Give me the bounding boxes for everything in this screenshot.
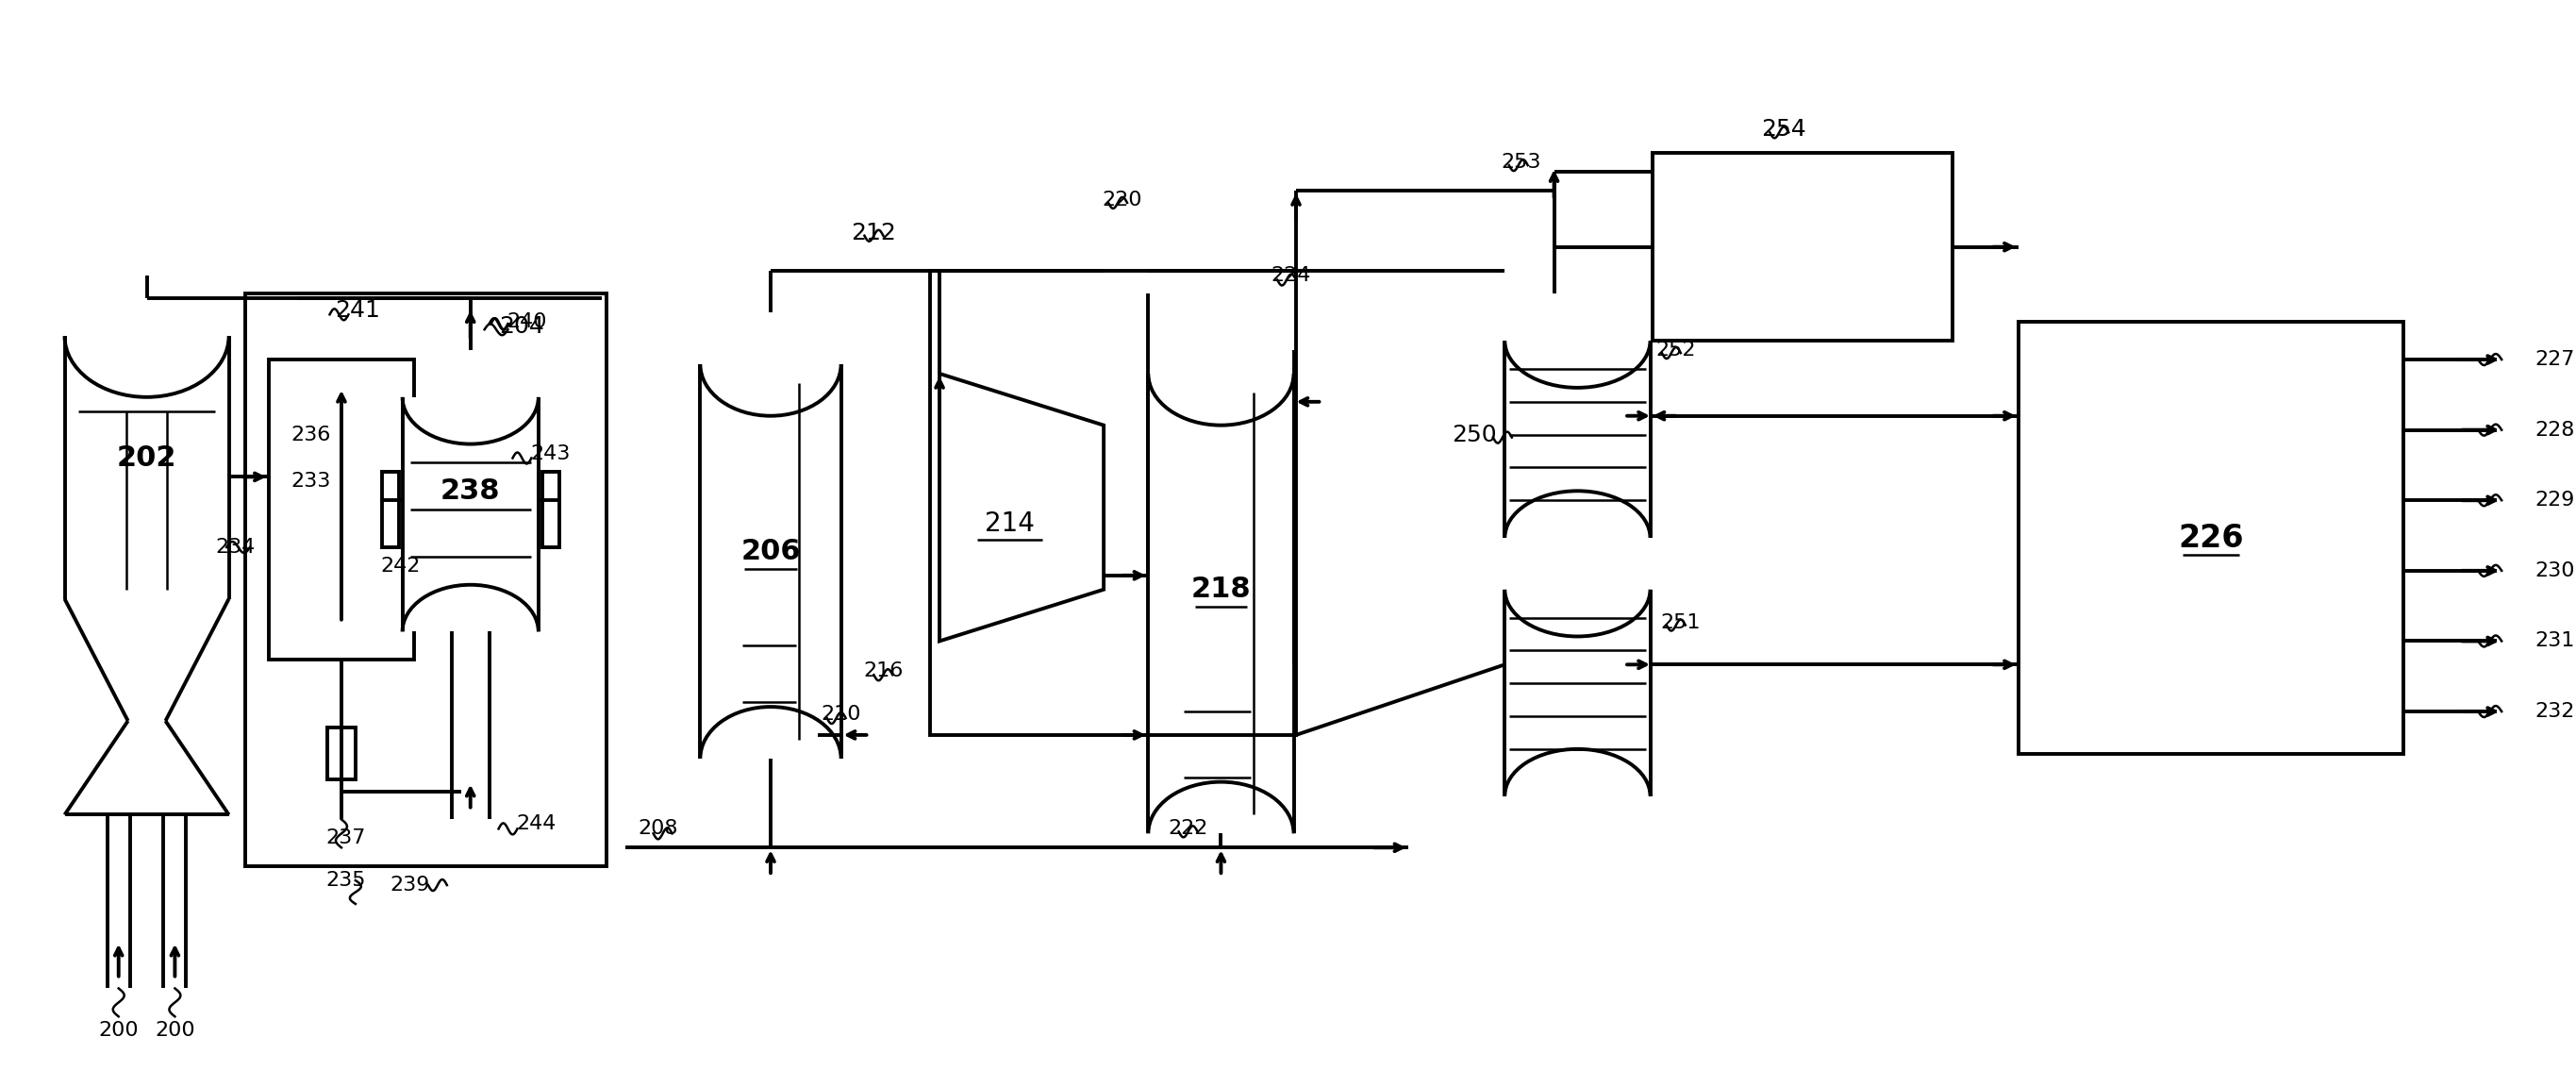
Text: 214: 214: [984, 511, 1036, 537]
Bar: [67, 336, 227, 599]
Text: 253: 253: [1502, 153, 1540, 172]
Bar: [245, 293, 605, 866]
Text: 252: 252: [1656, 340, 1695, 360]
Text: 244: 244: [515, 814, 556, 834]
Text: 239: 239: [389, 876, 430, 895]
Text: 254: 254: [1762, 118, 1806, 141]
Bar: [404, 397, 538, 632]
Bar: [327, 728, 355, 779]
Bar: [541, 472, 559, 547]
Text: 226: 226: [2179, 522, 2244, 553]
Text: 233: 233: [291, 472, 330, 491]
Text: 227: 227: [2535, 350, 2573, 368]
Text: 224: 224: [1273, 265, 1311, 285]
Text: 204: 204: [500, 315, 544, 338]
Bar: [1507, 589, 1649, 796]
Text: 251: 251: [1662, 613, 1700, 632]
Text: 242: 242: [381, 557, 420, 575]
Text: 218: 218: [1190, 576, 1252, 603]
Text: 210: 210: [822, 704, 860, 724]
Text: 241: 241: [335, 299, 381, 322]
Text: 236: 236: [291, 425, 330, 445]
Text: 250: 250: [1453, 423, 1497, 446]
Bar: [2020, 322, 2403, 753]
Text: 234: 234: [216, 538, 255, 557]
Text: 208: 208: [639, 820, 677, 838]
Text: 220: 220: [1103, 190, 1144, 210]
Text: 237: 237: [327, 828, 366, 848]
Text: 229: 229: [2535, 491, 2573, 510]
Text: 202: 202: [116, 445, 178, 472]
Text: 238: 238: [440, 477, 500, 504]
Bar: [701, 364, 840, 759]
Bar: [268, 360, 415, 660]
Polygon shape: [940, 374, 1103, 641]
Text: 228: 228: [2535, 421, 2573, 439]
Text: 200: 200: [98, 1021, 139, 1040]
Text: 206: 206: [742, 538, 801, 565]
Text: 235: 235: [327, 871, 366, 890]
Bar: [1507, 341, 1649, 538]
Bar: [1654, 153, 1953, 341]
Text: 243: 243: [531, 443, 569, 463]
Text: 212: 212: [850, 222, 896, 245]
Text: 240: 240: [507, 313, 546, 332]
Text: 230: 230: [2535, 561, 2573, 580]
Bar: [930, 271, 1296, 735]
Text: 216: 216: [863, 662, 904, 680]
Text: 222: 222: [1167, 820, 1208, 838]
Text: 200: 200: [155, 1021, 196, 1040]
Text: 232: 232: [2535, 702, 2573, 721]
Bar: [381, 472, 399, 547]
Bar: [1149, 374, 1293, 834]
Text: 231: 231: [2535, 632, 2573, 650]
